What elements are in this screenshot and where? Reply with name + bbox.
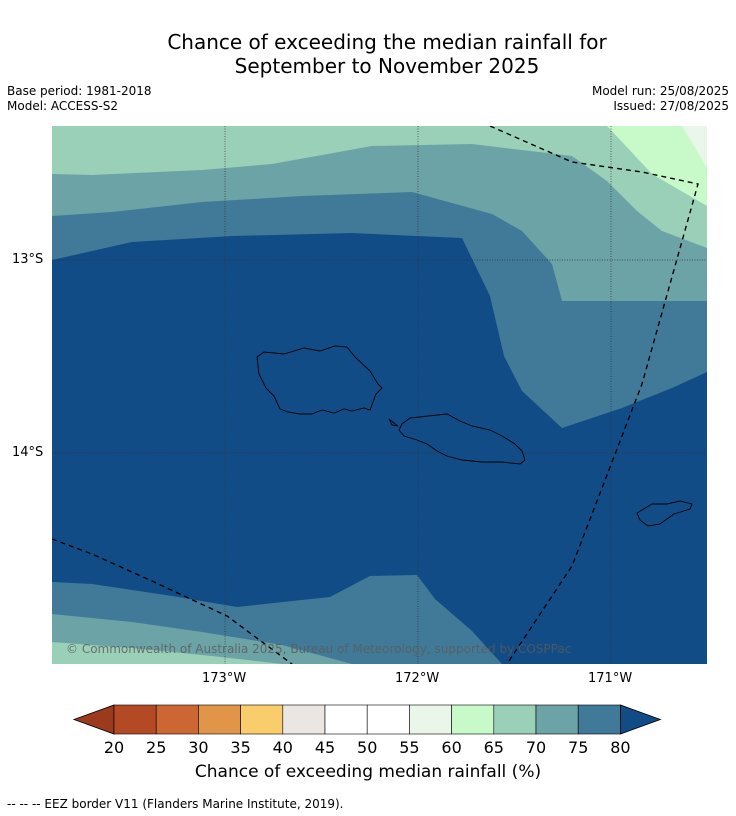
base-period: Base period: 1981-2018	[7, 84, 152, 98]
legend-tick-label: 50	[357, 738, 377, 757]
legend-over-arrow	[620, 704, 662, 735]
legend-colorbar: 20 25 30 35 40 45 50 55 60 65 70 75 80	[72, 704, 662, 757]
upolu-island	[398, 413, 526, 465]
legend-tick-label: 70	[526, 738, 546, 757]
tutuila-island	[636, 500, 693, 527]
legend-cell	[366, 704, 410, 735]
legend-cell	[282, 704, 326, 735]
map-title: Chance of exceeding the median rainfall …	[0, 30, 736, 78]
legend-tick-label: 30	[188, 738, 208, 757]
meta-right: Model run: 25/08/2025 Issued: 27/08/2025	[592, 84, 729, 114]
legend-tick-label: 55	[399, 738, 419, 757]
legend-tick-label: 75	[568, 738, 588, 757]
band-60	[607, 126, 707, 206]
savaii-island	[256, 345, 383, 415]
legend-tick-label: 80	[610, 738, 630, 757]
graticule	[52, 126, 707, 664]
meta-left: Base period: 1981-2018 Model: ACCESS-S2	[7, 84, 152, 114]
legend-tick-label: 65	[484, 738, 504, 757]
band-55	[682, 126, 707, 168]
legend-tick-label: 25	[146, 738, 166, 757]
manono-island	[388, 418, 399, 427]
legend-tick-label: 60	[441, 738, 461, 757]
legend-cell	[240, 704, 284, 735]
legend-cell	[535, 704, 579, 735]
legend-title: Chance of exceeding median rainfall (%)	[194, 762, 542, 782]
legend-cell	[198, 704, 241, 735]
legend-cell	[155, 704, 199, 735]
legend-cell	[113, 704, 157, 735]
title-line-1: Chance of exceeding the median rainfall …	[167, 30, 607, 54]
model-name: Model: ACCESS-S2	[7, 99, 119, 113]
lon-label-171w: 171°W	[588, 671, 633, 686]
lat-label-13s: 13°S	[12, 252, 44, 267]
legend-cell	[324, 704, 368, 735]
legend-cell	[493, 704, 537, 735]
legend-cell	[451, 704, 495, 735]
issued-date: Issued: 27/08/2025	[613, 99, 729, 113]
legend-tick-label: 35	[230, 738, 250, 757]
legend-tick-label: 45	[315, 738, 335, 757]
copyright-text: © Commonwealth of Australia 2025, Bureau…	[66, 642, 571, 656]
legend-tick-label: 20	[104, 738, 124, 757]
eez-footnote: -- -- -- EEZ border V11 (Flanders Marine…	[7, 797, 344, 811]
rainfall-map: © Commonwealth of Australia 2025, Bureau…	[52, 126, 707, 664]
band-65-bottom	[52, 642, 282, 664]
model-run: Model run: 25/08/2025	[591, 84, 729, 98]
band-80	[52, 233, 707, 664]
legend-under-arrow	[72, 704, 115, 735]
islands	[256, 345, 693, 527]
legend-tick-label: 40	[273, 738, 293, 757]
legend-cell	[577, 704, 621, 735]
lat-label-14s: 14°S	[12, 445, 44, 460]
legend-cell	[409, 704, 452, 735]
lon-label-173w: 173°W	[202, 671, 247, 686]
lon-label-172w: 172°W	[395, 671, 440, 686]
eez-border	[52, 126, 699, 664]
title-line-2: September to November 2025	[234, 54, 540, 78]
